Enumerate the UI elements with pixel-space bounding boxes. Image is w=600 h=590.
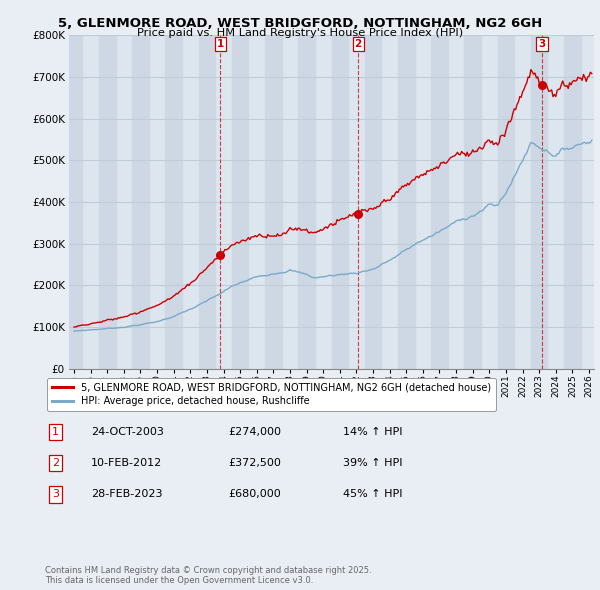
Text: 10-FEB-2012: 10-FEB-2012 — [91, 458, 163, 468]
Bar — [431, 35, 448, 369]
Bar — [265, 35, 281, 369]
Text: 45% ↑ HPI: 45% ↑ HPI — [343, 490, 403, 499]
Text: 2: 2 — [355, 39, 362, 49]
Text: 28-FEB-2023: 28-FEB-2023 — [91, 490, 163, 499]
Bar — [199, 35, 215, 369]
Bar — [531, 35, 547, 369]
Text: £372,500: £372,500 — [228, 458, 281, 468]
Text: Price paid vs. HM Land Registry's House Price Index (HPI): Price paid vs. HM Land Registry's House … — [137, 28, 463, 38]
Text: £274,000: £274,000 — [228, 427, 281, 437]
Bar — [65, 35, 82, 369]
Text: 24-OCT-2003: 24-OCT-2003 — [91, 427, 164, 437]
Bar — [497, 35, 514, 369]
Bar — [99, 35, 116, 369]
Text: Contains HM Land Registry data © Crown copyright and database right 2025.
This d: Contains HM Land Registry data © Crown c… — [45, 566, 371, 585]
Bar — [564, 35, 581, 369]
Bar — [365, 35, 382, 369]
Bar — [298, 35, 315, 369]
Bar — [232, 35, 248, 369]
Bar — [331, 35, 348, 369]
Text: 5, GLENMORE ROAD, WEST BRIDGFORD, NOTTINGHAM, NG2 6GH: 5, GLENMORE ROAD, WEST BRIDGFORD, NOTTIN… — [58, 17, 542, 30]
Bar — [166, 35, 182, 369]
Bar — [464, 35, 481, 369]
Text: 1: 1 — [52, 427, 59, 437]
Bar — [132, 35, 149, 369]
Text: 1: 1 — [217, 39, 224, 49]
Text: 2: 2 — [52, 458, 59, 468]
Text: 14% ↑ HPI: 14% ↑ HPI — [343, 427, 403, 437]
Bar — [398, 35, 415, 369]
Legend: 5, GLENMORE ROAD, WEST BRIDGFORD, NOTTINGHAM, NG2 6GH (detached house), HPI: Ave: 5, GLENMORE ROAD, WEST BRIDGFORD, NOTTIN… — [47, 378, 496, 411]
Text: £680,000: £680,000 — [228, 490, 281, 499]
Text: 3: 3 — [538, 39, 545, 49]
Text: 3: 3 — [52, 490, 59, 499]
Text: 39% ↑ HPI: 39% ↑ HPI — [343, 458, 403, 468]
